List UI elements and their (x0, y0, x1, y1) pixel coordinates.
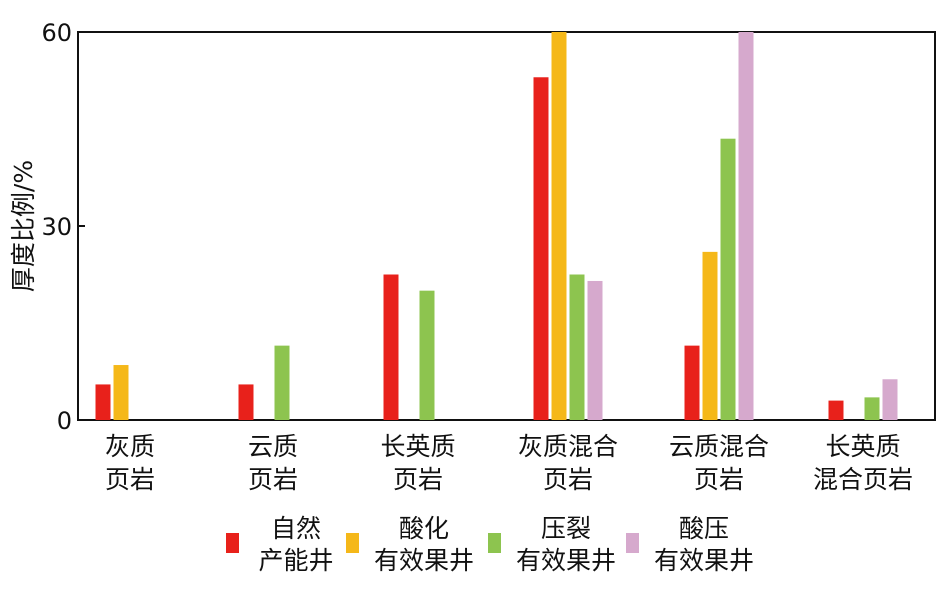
category-label: 页岩 (694, 465, 744, 494)
legend-label: 产能井 (258, 546, 333, 575)
y-axis-title: 厚度比例/% (9, 160, 38, 292)
legend-swatch (346, 533, 359, 553)
bar (419, 290, 435, 420)
bar (533, 77, 549, 421)
bar (95, 384, 111, 420)
bar (738, 32, 754, 420)
bar (569, 274, 585, 420)
legend-label: 有效果井 (516, 546, 616, 575)
category-label: 灰质混合 (518, 432, 618, 461)
legend-label: 有效果井 (374, 546, 474, 575)
category-label: 页岩 (105, 465, 155, 494)
bar (113, 365, 129, 420)
bar (684, 345, 700, 420)
plot-frame (77, 31, 936, 421)
legend-swatch (488, 533, 501, 553)
legend-label: 自然 (271, 514, 321, 543)
category-label: 页岩 (393, 465, 443, 494)
bar (720, 138, 736, 420)
bar (238, 384, 254, 420)
y-tick-label: 30 (41, 213, 72, 241)
bar (882, 379, 898, 420)
y-tick-label: 0 (57, 407, 72, 435)
y-tick-label: 60 (41, 19, 72, 47)
category-label: 页岩 (248, 465, 298, 494)
plot-area (77, 31, 936, 421)
bar (587, 280, 603, 420)
bar (274, 345, 290, 420)
bar (702, 251, 718, 420)
category-label: 混合页岩 (813, 465, 913, 494)
legend-label: 有效果井 (654, 546, 754, 575)
category-label: 长英质 (380, 432, 455, 461)
category-label: 云质混合 (669, 432, 769, 461)
legend-label: 压裂 (541, 514, 591, 543)
legend-label: 酸化 (399, 514, 449, 543)
bar (551, 32, 567, 420)
legend-swatch (226, 533, 239, 553)
legend-label: 酸压 (679, 514, 729, 543)
y-axis-ticks: 0 30 60 (41, 19, 85, 435)
category-label: 云质 (248, 432, 298, 461)
legend-swatch (626, 533, 639, 553)
bar (383, 274, 399, 420)
category-label: 长英质 (825, 432, 900, 461)
category-label: 页岩 (543, 465, 593, 494)
category-label: 灰质 (105, 432, 155, 461)
bar (864, 397, 880, 420)
bar (828, 400, 844, 420)
